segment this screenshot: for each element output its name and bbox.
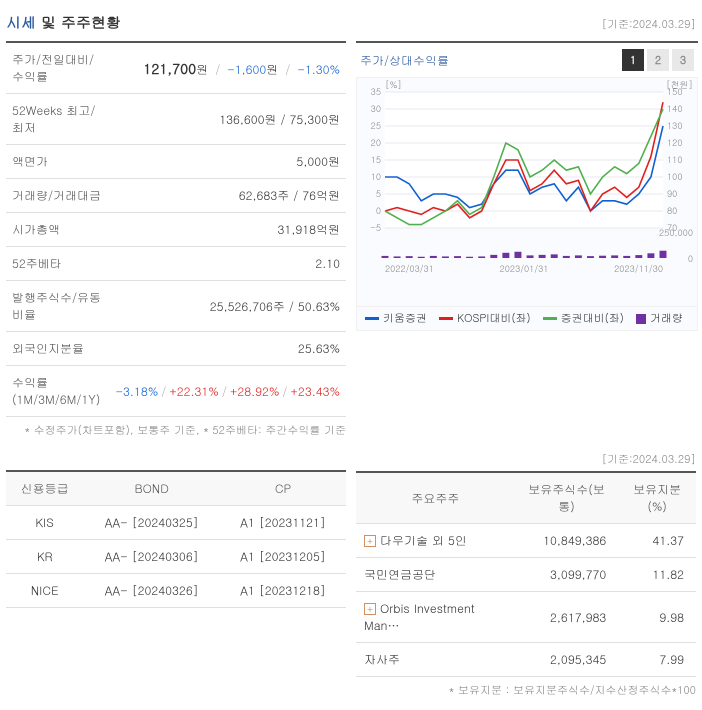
price-row-label: 52Weeks 최고/최저 [6, 94, 110, 145]
rating-cell: KIS [6, 506, 83, 540]
svg-text:110: 110 [667, 153, 683, 166]
chart-tab-2[interactable]: 2 [647, 49, 669, 71]
title-rest: 및 주주현황 [36, 12, 121, 33]
chart-tabs: 123 [622, 49, 694, 71]
svg-text:0: 0 [688, 252, 693, 265]
expand-icon[interactable]: + [364, 603, 376, 615]
shareholder-pct: 9.98 [618, 592, 696, 643]
svg-text:20: 20 [371, 136, 381, 149]
shareholder-header: 보유지분(%) [618, 472, 696, 524]
date-note-top: [기준:2024.03.29] [601, 17, 696, 32]
svg-text:[천원]: [천원] [666, 78, 693, 91]
svg-text:5: 5 [376, 187, 381, 200]
svg-text:25: 25 [371, 119, 381, 132]
svg-text:130: 130 [667, 119, 683, 132]
price-row-label: 52주베타 [6, 247, 110, 281]
shareholder-name: 자사주 [356, 643, 515, 677]
rating-cell: AA- [20240326] [83, 574, 220, 608]
svg-text:120: 120 [667, 136, 683, 149]
return-chart: -505101520253035708090100110120130140150… [356, 77, 698, 307]
rating-cell: AA- [20240325] [83, 506, 220, 540]
price-row-label: 주가/전일대비/수익률 [6, 42, 110, 94]
shareholder-header: 주요주주 [356, 472, 515, 524]
rating-cell: KR [6, 540, 83, 574]
svg-text:15: 15 [371, 153, 381, 166]
rating-header: BOND [83, 471, 220, 506]
price-row-label: 액면가 [6, 145, 110, 179]
price-row-value: 25,526,706주 / 50.63% [110, 281, 346, 332]
svg-text:100: 100 [667, 170, 683, 183]
rating-header: CP [220, 471, 346, 506]
svg-text:90: 90 [667, 187, 677, 200]
price-footnote: * 수정주가(차트포함), 보통주 기준, * 52주베타: 주간수익률 기준 [6, 423, 346, 438]
chart-tab-1[interactable]: 1 [622, 49, 644, 71]
price-row-value: 25.63% [110, 332, 346, 366]
svg-text:10: 10 [371, 170, 381, 183]
svg-text:-5: -5 [370, 221, 381, 234]
price-row-label: 수익률 (1M/3M/6M/1Y) [6, 366, 110, 417]
price-row-value: 5,000원 [110, 145, 346, 179]
rating-cell: NICE [6, 574, 83, 608]
price-row-value: -3.18%/+22.31%/+28.92%/+23.43% [110, 366, 346, 417]
shareholder-pct: 41.37 [618, 524, 696, 558]
svg-text:140: 140 [667, 102, 683, 115]
price-row-label: 시가총액 [6, 213, 110, 247]
expand-icon[interactable]: + [364, 535, 376, 547]
svg-text:0: 0 [376, 204, 381, 217]
shareholder-header: 보유주식수(보통) [515, 472, 619, 524]
chart-tab-3[interactable]: 3 [672, 49, 694, 71]
shareholder-footnote: * 보유지분 : 보유지분주식수/지수산정주식수*100 [356, 683, 696, 698]
svg-text:35: 35 [371, 85, 381, 98]
price-row-label: 거래량/거래대금 [6, 179, 110, 213]
legend-item: 거래량 [636, 311, 683, 326]
shareholder-shares: 3,099,770 [515, 558, 619, 592]
rating-header: 신용등급 [6, 471, 83, 506]
credit-rating-table: 신용등급BONDCP KISAA- [20240325]A1 [20231121… [6, 470, 346, 608]
date-note-bottom: [기준:2024.03.29] [356, 452, 696, 467]
price-row-value: 62,683주 / 76억원 [110, 179, 346, 213]
svg-text:80: 80 [667, 204, 677, 217]
shareholder-name: +다우기술 외 5인 [356, 524, 515, 558]
rating-cell: A1 [20231205] [220, 540, 346, 574]
shareholder-shares: 10,849,386 [515, 524, 619, 558]
svg-text:2022/03/31: 2022/03/31 [385, 262, 434, 275]
rating-cell: A1 [20231121] [220, 506, 346, 540]
chart-legend: 키움증권 KOSPI대비(좌) 증권대비(좌) 거래량 [356, 307, 698, 331]
rating-cell: A1 [20231218] [220, 574, 346, 608]
svg-text:2023/11/30: 2023/11/30 [614, 262, 663, 275]
page-title: 시세 및 주주현황 [6, 12, 121, 33]
price-row-value: 31,918억원 [110, 213, 346, 247]
rating-cell: AA- [20240306] [83, 540, 220, 574]
price-row-value: 136,600원 / 75,300원 [110, 94, 346, 145]
shareholder-shares: 2,617,983 [515, 592, 619, 643]
svg-text:30: 30 [371, 102, 381, 115]
svg-text:[%]: [%] [385, 78, 402, 91]
shareholder-name: +Orbis Investment Man… [356, 592, 515, 643]
price-row-label: 외국인지분율 [6, 332, 110, 366]
shareholder-name: 국민연금공단 [356, 558, 515, 592]
price-row-value: 121,700원 / -1,600원 / -1.30% [110, 42, 346, 94]
legend-item: 키움증권 [365, 311, 427, 326]
svg-text:250,000: 250,000 [659, 226, 693, 239]
shareholder-table: 주요주주보유주식수(보통)보유지분(%) +다우기술 외 5인10,849,38… [356, 471, 696, 677]
shareholder-pct: 11.82 [618, 558, 696, 592]
title-accent: 시세 [6, 12, 36, 33]
price-row-label: 발행주식수/유동비율 [6, 281, 110, 332]
legend-item: 증권대비(좌) [543, 311, 624, 326]
price-table: 주가/전일대비/수익률121,700원 / -1,600원 / -1.30%52… [6, 41, 346, 417]
price-row-value: 2.10 [110, 247, 346, 281]
svg-text:2023/01/31: 2023/01/31 [500, 262, 549, 275]
chart-title: 주가/상대수익률 [360, 52, 449, 69]
legend-item: KOSPI대비(좌) [439, 311, 531, 326]
shareholder-shares: 2,095,345 [515, 643, 619, 677]
shareholder-pct: 7.99 [618, 643, 696, 677]
